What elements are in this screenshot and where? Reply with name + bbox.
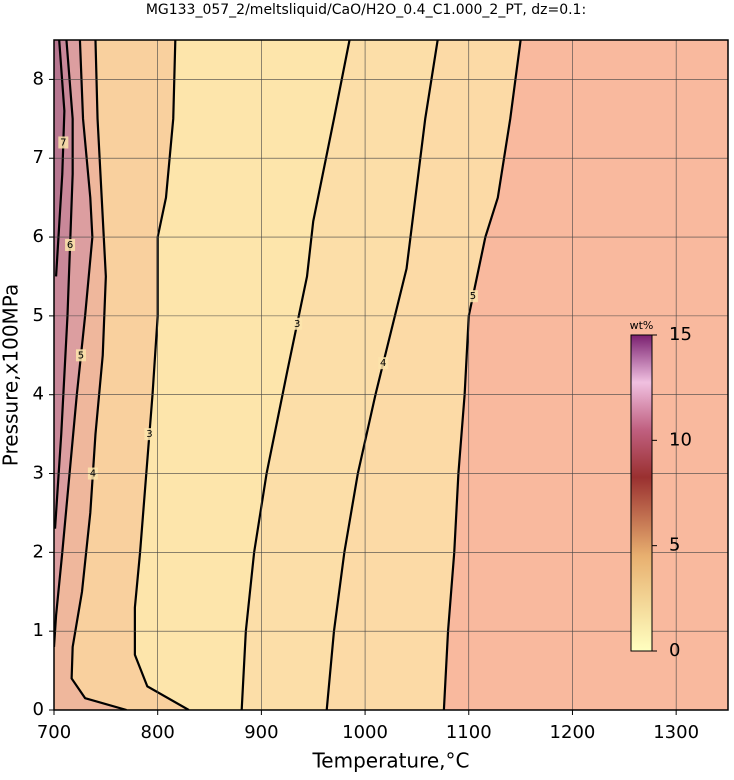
contour-label: 4: [90, 469, 96, 480]
contour-label-bg: [378, 357, 389, 370]
contour-label: 6: [67, 240, 73, 251]
colorbar-label: wt%: [630, 319, 654, 332]
x-tick-label: 1200: [550, 722, 596, 743]
x-tick-label: 1000: [342, 722, 388, 743]
y-tick-label: 3: [33, 463, 44, 484]
contour-label: 7: [60, 137, 66, 148]
y-tick-label: 2: [33, 541, 44, 562]
y-tick-label: 5: [33, 305, 44, 326]
x-axis-label: Temperature,°C: [311, 749, 469, 773]
x-tick-label: 700: [37, 722, 71, 743]
contour-label-bg: [75, 349, 86, 362]
y-axis-label: Pressure,x100MPa: [0, 284, 23, 466]
x-tick-label: 1100: [446, 722, 492, 743]
contour-label-bg: [58, 136, 69, 149]
contour-label-bg: [65, 238, 76, 251]
x-tick-label: 900: [244, 722, 278, 743]
contour-label-bg: [144, 428, 155, 441]
colorbar: [630, 334, 653, 652]
colorbar-tick-label: 15: [669, 324, 692, 345]
y-tick-label: 0: [33, 699, 44, 720]
chart-title: MG133_057_2/meltsliquid/CaO/H2O_0.4_C1.0…: [146, 2, 586, 18]
y-tick-label: 8: [33, 68, 44, 89]
contour-label: 5: [470, 291, 476, 302]
contour-label: 5: [78, 350, 84, 361]
y-tick-label: 4: [33, 384, 44, 405]
y-tick-label: 7: [33, 147, 44, 168]
contour-label-bg: [292, 317, 303, 330]
colorbar-tick-label: 10: [669, 429, 692, 450]
x-tick-label: 1300: [653, 722, 699, 743]
y-tick-label: 1: [33, 620, 44, 641]
plot-frame: [53, 39, 729, 711]
contour-label-bg: [467, 290, 478, 303]
y-tick-label: 6: [33, 226, 44, 247]
colorbar-tick-label: 0: [669, 640, 680, 661]
x-tick-label: 800: [141, 722, 175, 743]
contour-label: 3: [146, 429, 152, 440]
contour-line: [240, 40, 351, 710]
colorbar-tick-label: 5: [669, 535, 680, 556]
contour-label: 3: [294, 319, 300, 330]
contour-label: 4: [380, 358, 386, 369]
